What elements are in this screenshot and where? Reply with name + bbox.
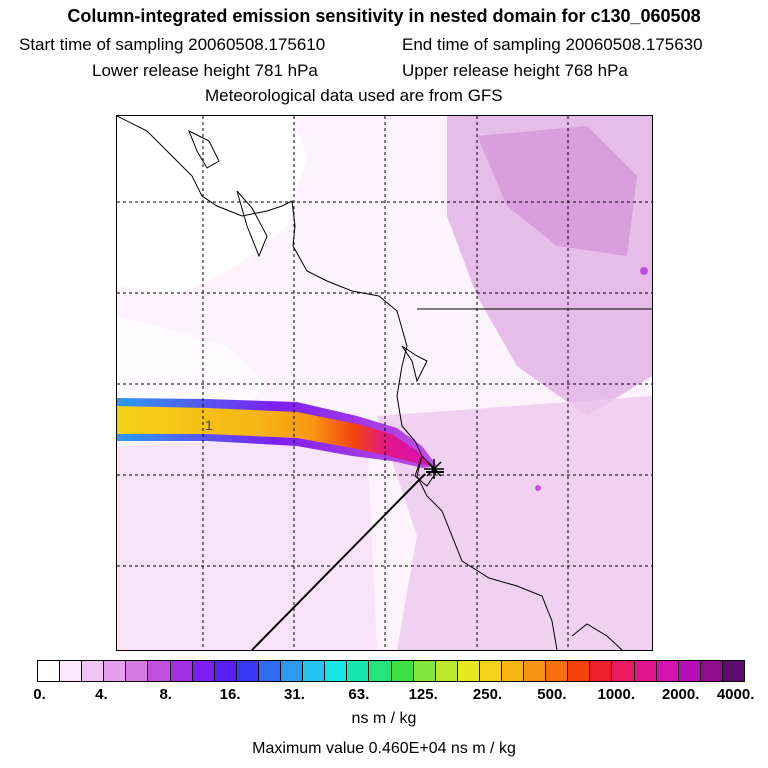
colorbar-tick-label: 31. xyxy=(284,686,305,703)
colorbar-segment xyxy=(148,661,171,681)
upper-release-label: Upper release height 768 hPa xyxy=(402,61,628,80)
colorbar-segment xyxy=(347,661,370,681)
colorbar-segment xyxy=(170,661,193,681)
colorbar-units: ns m / kg xyxy=(351,710,417,727)
colorbar-segment xyxy=(656,661,679,681)
colorbar-segment xyxy=(590,661,613,681)
colorbar-segment xyxy=(258,661,282,681)
colorbar-segment xyxy=(501,661,525,681)
colorbar-tick-label: 1000. xyxy=(597,686,636,703)
colorbar-tick-label: 8. xyxy=(159,686,172,703)
met-data-label: Meteorological data used are from GFS xyxy=(205,86,503,105)
low-sensitivity-region xyxy=(117,116,307,296)
colorbar-segment xyxy=(303,661,326,681)
colorbar-segment xyxy=(634,661,657,681)
colorbar-segment xyxy=(38,661,61,681)
graticule xyxy=(117,116,652,650)
colorbar-tick-label: 0. xyxy=(33,686,46,703)
colorbar-segment xyxy=(214,661,237,681)
colorbar-segment xyxy=(391,661,414,681)
map-canvas: 1 xyxy=(117,116,652,650)
colorbar xyxy=(37,660,745,682)
colorbar-tick-label: 4000. xyxy=(716,686,755,703)
colorbar-segment xyxy=(524,661,547,681)
colorbar-tick-label: 125. xyxy=(408,686,438,703)
colorbar-segment xyxy=(546,661,569,681)
plume xyxy=(117,406,433,466)
colorbar-segment xyxy=(60,661,83,681)
colorbar-segment xyxy=(82,661,105,681)
hotspot-marker xyxy=(640,267,648,275)
colorbar-segment xyxy=(369,661,392,681)
colorbar-segment xyxy=(479,661,502,681)
colorbar-segment xyxy=(678,661,701,681)
colorbar-segment xyxy=(281,661,304,681)
colorbar-segment xyxy=(568,661,591,681)
release-point-marker xyxy=(424,459,444,479)
colorbar-segment xyxy=(722,661,744,681)
colorbar-segment xyxy=(192,661,215,681)
maximum-value-label: Maximum value 0.460E+04 ns m / kg xyxy=(252,740,516,757)
lower-release-label: Lower release height 781 hPa xyxy=(92,61,318,80)
page-title: Column-integrated emission sensitivity i… xyxy=(67,6,701,26)
coastline xyxy=(117,116,558,650)
colorbar-tick-label: 2000. xyxy=(661,686,700,703)
end-time-label: End time of sampling 20060508.175630 xyxy=(402,35,703,54)
colorbar-segment xyxy=(126,661,149,681)
flight-track xyxy=(251,473,426,650)
colorbar-segment xyxy=(325,661,348,681)
colorbar-segment xyxy=(413,661,436,681)
colorbar-segment xyxy=(700,661,723,681)
colorbar-segment xyxy=(435,661,458,681)
colorbar-segment xyxy=(104,661,127,681)
colorbar-segment xyxy=(612,661,635,681)
plume-label: 1 xyxy=(205,417,213,433)
colorbar-tick-label: 16. xyxy=(219,686,241,703)
colorbar-tick-label: 250. xyxy=(472,686,503,703)
start-time-label: Start time of sampling 20060508.175610 xyxy=(19,35,326,54)
colorbar-tick-label: 4. xyxy=(95,686,108,703)
colorbar-tick-label: 63. xyxy=(348,686,370,703)
colorbar-tick-label: 500. xyxy=(537,686,567,703)
sensitivity-map: 1 xyxy=(116,115,653,651)
colorbar-segment xyxy=(236,661,259,681)
colorbar-segment xyxy=(457,661,480,681)
